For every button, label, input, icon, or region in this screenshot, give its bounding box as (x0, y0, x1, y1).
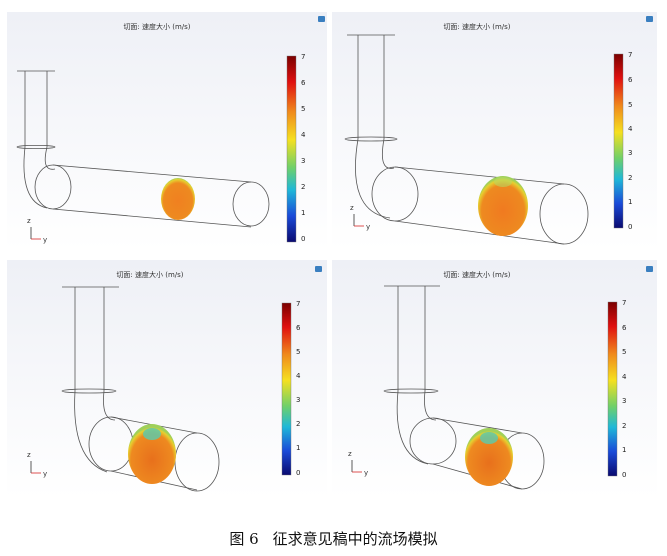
colorbar-tick: 4 (628, 125, 633, 133)
colorbar-tick: 7 (628, 51, 632, 59)
axis-y-label: y (364, 469, 368, 477)
export-icon[interactable] (318, 16, 325, 22)
colorbar-tick: 1 (296, 444, 300, 452)
axis-triad: z y (27, 451, 47, 478)
colorbar-tick: 4 (622, 373, 627, 381)
colorbar-ticks: 7 6 5 4 3 2 1 0 (301, 53, 306, 243)
velocity-slice-top-spot (143, 428, 161, 440)
colorbar-tick: 6 (296, 324, 301, 332)
velocity-slice-top-spot (494, 177, 512, 187)
axis-z-label: z (350, 204, 354, 212)
panel-title: 切面: 速度大小 (m/s) (123, 22, 190, 31)
pipe-geometry (383, 285, 545, 490)
export-icon[interactable] (646, 266, 653, 272)
colorbar (281, 302, 292, 476)
colorbar-tick: 7 (301, 53, 305, 61)
colorbar-tick: 6 (628, 76, 633, 84)
panel-title: 切面: 速度大小 (m/s) (116, 270, 183, 279)
colorbar (613, 53, 624, 229)
velocity-slice (128, 424, 176, 484)
colorbar-tick: 0 (301, 235, 305, 243)
velocity-slice (478, 176, 528, 236)
pipe-geometry (344, 34, 589, 245)
axis-z-label: z (27, 451, 31, 459)
pipe-geometry (61, 286, 220, 492)
pipe-geometry (16, 70, 270, 228)
colorbar-tick: 3 (622, 397, 626, 405)
colorbar-tick: 5 (301, 105, 305, 113)
axis-y-label: y (43, 236, 47, 244)
axis-triad: z y (350, 204, 370, 231)
colorbar-tick: 5 (296, 348, 300, 356)
colorbar-tick: 1 (622, 446, 626, 454)
colorbar-tick: 6 (622, 324, 627, 332)
figure-caption-text: 征求意见稿中的流场模拟 (272, 530, 438, 548)
panel-2: 切面: 速度大小 (m/s) 7 6 5 4 3 2 1 0 (332, 12, 657, 250)
colorbar-tick: 7 (296, 300, 300, 308)
colorbar-tick: 3 (296, 396, 300, 404)
colorbar-tick: 5 (622, 348, 626, 356)
colorbar-tick: 3 (301, 157, 305, 165)
panel-1: 切面: 速度大小 (m/s) 7 6 5 4 3 2 1 0 (7, 12, 327, 250)
colorbar-ticks: 7 6 5 4 3 2 1 0 (296, 300, 301, 477)
panel-title: 切面: 速度大小 (m/s) (443, 22, 510, 31)
velocity-slice (161, 178, 195, 220)
colorbar-tick: 1 (628, 198, 632, 206)
figure-caption: 图 6 征求意见稿中的流场模拟 (0, 528, 667, 549)
colorbar-tick: 6 (301, 79, 306, 87)
colorbar-tick: 2 (622, 422, 626, 430)
colorbar-tick: 4 (296, 372, 301, 380)
colorbar-tick: 4 (301, 131, 306, 139)
colorbar-tick: 0 (622, 471, 626, 479)
colorbar-tick: 3 (628, 149, 632, 157)
panel-1-canvas: 切面: 速度大小 (m/s) 7 6 5 4 3 2 1 0 (7, 12, 327, 250)
colorbar (286, 55, 297, 243)
colorbar-tick: 2 (628, 174, 632, 182)
export-icon[interactable] (646, 16, 653, 22)
panel-3-canvas: 切面: 速度大小 (m/s) 7 6 5 4 3 2 1 0 (7, 260, 327, 498)
colorbar-ticks: 7 6 5 4 3 2 1 0 (628, 51, 633, 231)
panel-2-canvas: 切面: 速度大小 (m/s) 7 6 5 4 3 2 1 0 (332, 12, 657, 250)
axis-triad: z y (27, 217, 47, 244)
export-icon[interactable] (315, 266, 322, 272)
colorbar-tick: 5 (628, 101, 632, 109)
axis-y-label: y (366, 223, 370, 231)
colorbar (607, 301, 618, 477)
panel-4: 切面: 速度大小 (m/s) 7 6 5 4 3 2 1 0 (332, 260, 657, 498)
panel-title: 切面: 速度大小 (m/s) (443, 270, 510, 279)
velocity-slice (465, 428, 513, 486)
colorbar-tick: 0 (296, 469, 300, 477)
figure-caption-label: 图 6 (229, 530, 259, 548)
axis-z-label: z (27, 217, 31, 225)
colorbar-tick: 2 (296, 420, 300, 428)
colorbar-tick: 1 (301, 209, 305, 217)
axis-y-label: y (43, 470, 47, 478)
colorbar-tick: 2 (301, 183, 305, 191)
panel-3: 切面: 速度大小 (m/s) 7 6 5 4 3 2 1 0 (7, 260, 327, 498)
velocity-slice-top-spot (480, 432, 498, 444)
axis-triad: z y (348, 450, 368, 477)
colorbar-tick: 0 (628, 223, 632, 231)
colorbar-ticks: 7 6 5 4 3 2 1 0 (622, 299, 627, 479)
axis-z-label: z (348, 450, 352, 458)
colorbar-tick: 7 (622, 299, 626, 307)
panel-4-canvas: 切面: 速度大小 (m/s) 7 6 5 4 3 2 1 0 (332, 260, 657, 498)
